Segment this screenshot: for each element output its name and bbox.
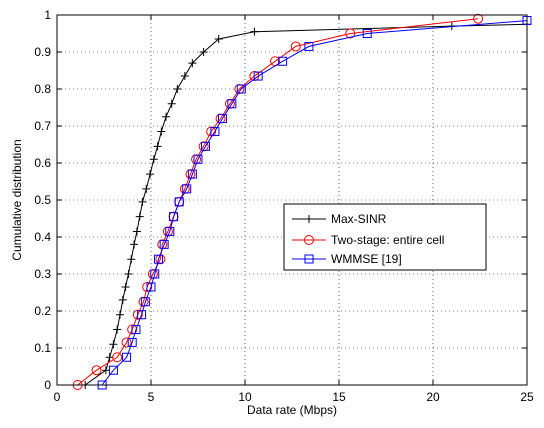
y-tick-label: 0.6 [34, 156, 51, 170]
data-point-wmmse-19 [140, 297, 150, 307]
data-point-max-sinr [132, 227, 141, 236]
data-point-max-sinr [146, 170, 155, 179]
data-point-wmmse-19 [122, 352, 132, 362]
x-tick-label: 10 [238, 390, 252, 404]
series-group [72, 13, 532, 390]
data-point-max-sinr [167, 99, 176, 108]
data-point-max-sinr [109, 340, 118, 349]
x-tick-label: 15 [332, 390, 346, 404]
x-tick-label: 0 [54, 390, 61, 404]
legend-entry-two-stage: Two-stage: entire cell [292, 233, 444, 247]
data-point-max-sinr [157, 127, 166, 136]
data-point-max-sinr [113, 325, 122, 334]
data-point-wmmse-19 [169, 212, 179, 222]
data-point-two-stage-entire-cell [345, 28, 356, 39]
data-point-wmmse-19 [182, 184, 192, 194]
y-tick-label: 0.8 [34, 82, 51, 96]
y-tick-label: 0.4 [34, 230, 51, 244]
data-point-wmmse-19 [217, 114, 227, 124]
series-line-wmmse-19 [101, 20, 528, 386]
data-point-max-sinr [101, 366, 110, 375]
x-tick-label: 20 [426, 390, 440, 404]
data-point-max-sinr [121, 282, 130, 291]
data-point-wmmse-19 [227, 99, 237, 109]
data-point-max-sinr [138, 197, 147, 206]
data-point-max-sinr [124, 270, 133, 278]
y-tick-label: 0.2 [34, 304, 51, 318]
legend-marker-circle-icon [304, 235, 314, 245]
data-point-two-stage-entire-cell [290, 41, 301, 52]
grid-lines [57, 15, 527, 385]
data-point-wmmse-19 [304, 41, 314, 51]
y-axis-label: Cumulative distribution [10, 139, 24, 260]
data-point-max-sinr [149, 155, 158, 164]
data-point-wmmse-19 [278, 56, 288, 66]
data-point-two-stage-entire-cell [121, 337, 132, 348]
x-tick-label: 25 [520, 390, 534, 404]
data-point-wmmse-19 [174, 197, 184, 207]
data-point-max-sinr [199, 48, 208, 56]
data-point-wmmse-19 [210, 127, 220, 137]
data-point-wmmse-19 [165, 226, 175, 236]
y-tick-label: 0.9 [34, 45, 51, 59]
y-tick-label: 0.5 [34, 193, 51, 207]
data-point-wmmse-19 [127, 337, 137, 347]
y-tick-label: 0.3 [34, 267, 51, 281]
legend-label-two-stage: Two-stage: entire cell [331, 233, 444, 247]
data-point-wmmse-19 [108, 365, 118, 375]
data-point-wmmse-19 [253, 71, 263, 81]
legend-label-wmmse: WMMSE [19] [331, 252, 402, 266]
data-point-wmmse-19 [146, 282, 156, 292]
data-point-wmmse-19 [362, 29, 372, 38]
data-point-wmmse-19 [137, 310, 147, 320]
data-point-max-sinr [127, 255, 136, 264]
legend-entry-max-sinr: Max-SINR [292, 212, 387, 226]
y-tick-label: 0.1 [34, 341, 51, 355]
data-point-wmmse-19 [159, 239, 169, 249]
data-point-two-stage-entire-cell [91, 365, 102, 376]
data-point-wmmse-19 [201, 141, 211, 151]
legend-marker-square-icon [304, 254, 314, 264]
data-point-wmmse-19 [131, 325, 141, 334]
data-point-max-sinr [153, 142, 162, 151]
legend-label-max-sinr: Max-SINR [331, 212, 387, 226]
data-point-wmmse-19 [187, 169, 197, 179]
data-point-wmmse-19 [154, 254, 164, 264]
data-point-max-sinr [250, 27, 259, 36]
axis-ticks: 0 5 10 15 20 25 0 0.1 0.2 0.3 0.4 0.5 0.6 0.7 0.8 0.9 1 [34, 8, 534, 404]
data-point-max-sinr [173, 85, 182, 93]
data-point-max-sinr [188, 59, 197, 68]
data-point-two-stage-entire-cell [473, 13, 484, 24]
x-axis-label: Data rate (Mbps) [247, 403, 337, 417]
data-point-max-sinr [130, 240, 139, 249]
plot-background [57, 15, 527, 385]
data-point-max-sinr [180, 72, 189, 81]
x-tick-label: 5 [148, 390, 155, 404]
data-point-max-sinr [118, 295, 127, 304]
legend-marker-plus-icon [305, 215, 313, 223]
data-point-wmmse-19 [150, 269, 160, 279]
y-tick-label: 0 [44, 378, 51, 392]
data-point-max-sinr [162, 112, 171, 121]
y-tick-label: 0.7 [34, 119, 51, 133]
legend: Max-SINR Two-stage: entire cell WMMSE [1… [283, 203, 487, 271]
legend-entry-wmmse: WMMSE [19] [292, 252, 402, 266]
data-point-two-stage-entire-cell [112, 352, 123, 363]
data-point-wmmse-19 [236, 84, 246, 94]
y-tick-label: 1 [44, 8, 51, 22]
data-point-max-sinr [142, 184, 151, 193]
data-point-max-sinr [214, 35, 223, 44]
data-point-wmmse-19 [193, 154, 203, 164]
data-point-max-sinr [115, 310, 124, 319]
data-point-max-sinr [135, 212, 144, 221]
